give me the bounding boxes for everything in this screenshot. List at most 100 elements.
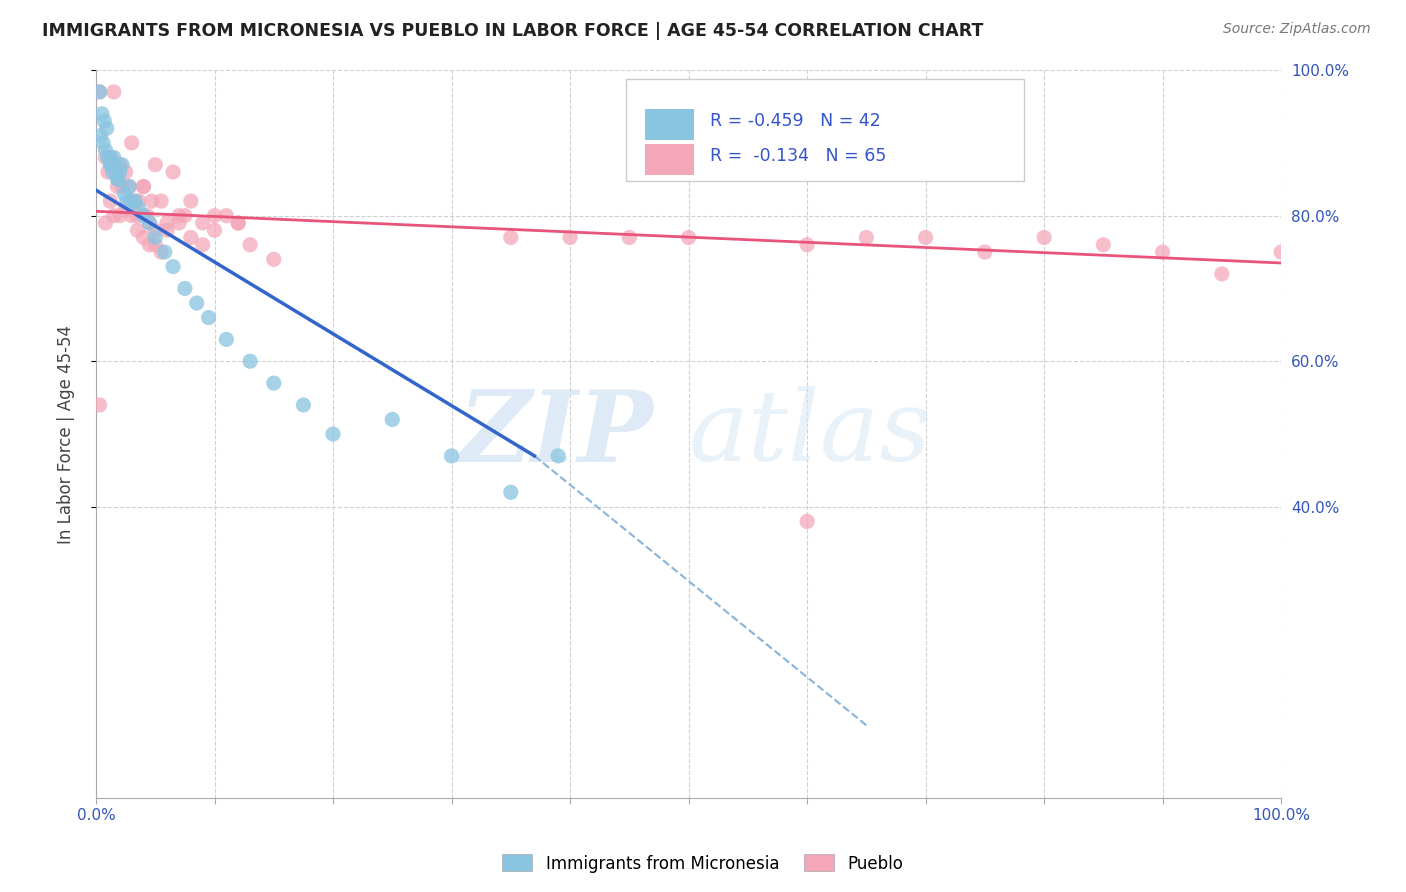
Point [143, 223, 166, 237]
Point [1092, 237, 1115, 252]
Point [796, 515, 818, 529]
Point [204, 223, 226, 237]
Point [558, 230, 581, 244]
Point [191, 216, 214, 230]
Point [143, 237, 166, 252]
Point [127, 223, 149, 237]
Point [143, 158, 166, 172]
FancyBboxPatch shape [645, 110, 695, 140]
Y-axis label: In Labor Force | Age 45-54: In Labor Force | Age 45-54 [58, 325, 75, 543]
Point [115, 194, 138, 208]
Point [215, 209, 238, 223]
Point [914, 230, 936, 244]
Point [167, 216, 190, 230]
Text: Source: ZipAtlas.com: Source: ZipAtlas.com [1223, 22, 1371, 37]
Point [91, 136, 114, 150]
Point [105, 179, 128, 194]
Point [1033, 230, 1056, 244]
Point [114, 202, 136, 216]
Point [124, 194, 146, 208]
Point [103, 85, 125, 99]
Point [263, 252, 285, 267]
Point [91, 107, 114, 121]
Point [180, 194, 202, 208]
Point [128, 202, 150, 216]
Point [292, 398, 315, 412]
Point [499, 485, 522, 500]
Point [118, 179, 141, 194]
FancyBboxPatch shape [645, 145, 695, 175]
Point [440, 449, 463, 463]
Legend: Immigrants from Micronesia, Pueblo: Immigrants from Micronesia, Pueblo [496, 847, 910, 880]
Point [1152, 245, 1174, 260]
Point [111, 179, 134, 194]
Point [136, 209, 159, 223]
Point [191, 237, 214, 252]
Point [98, 194, 121, 208]
Point [97, 165, 120, 179]
Point [108, 158, 131, 172]
Point [132, 209, 155, 223]
Text: atlas: atlas [689, 386, 931, 482]
Point [93, 114, 115, 128]
Point [239, 237, 262, 252]
Point [101, 165, 124, 179]
Point [108, 165, 131, 179]
Point [105, 172, 128, 186]
Point [499, 230, 522, 244]
Point [973, 245, 995, 260]
Text: R =  -0.134   N = 65: R = -0.134 N = 65 [710, 147, 886, 165]
Point [132, 179, 155, 194]
Point [226, 216, 249, 230]
Point [127, 209, 149, 223]
Text: ZIP: ZIP [458, 386, 652, 483]
Point [98, 158, 121, 172]
Point [132, 179, 155, 194]
Point [128, 194, 150, 208]
Point [156, 216, 179, 230]
Point [167, 209, 190, 223]
Point [204, 209, 226, 223]
Point [89, 398, 111, 412]
Point [124, 194, 146, 208]
Point [174, 209, 197, 223]
Point [121, 136, 143, 150]
Point [118, 179, 141, 194]
Text: R = -0.459   N = 42: R = -0.459 N = 42 [710, 112, 880, 130]
Text: IMMIGRANTS FROM MICRONESIA VS PUEBLO IN LABOR FORCE | AGE 45-54 CORRELATION CHAR: IMMIGRANTS FROM MICRONESIA VS PUEBLO IN … [42, 22, 984, 40]
Point [186, 296, 208, 310]
Point [141, 194, 163, 208]
Point [226, 216, 249, 230]
Point [162, 165, 184, 179]
Point [322, 427, 344, 442]
Point [174, 281, 197, 295]
Point [100, 150, 122, 164]
Point [121, 209, 143, 223]
Point [156, 223, 179, 237]
Point [94, 216, 117, 230]
Point [138, 237, 160, 252]
Point [90, 128, 112, 143]
Point [94, 150, 117, 164]
Point [107, 172, 129, 186]
Point [121, 194, 143, 208]
Point [89, 85, 111, 99]
Point [180, 230, 202, 244]
Point [855, 230, 877, 244]
Point [1211, 267, 1233, 281]
Point [619, 230, 641, 244]
Point [105, 165, 128, 179]
Point [197, 310, 219, 325]
Point [150, 194, 173, 208]
Point [98, 150, 121, 164]
Point [143, 230, 166, 244]
FancyBboxPatch shape [626, 78, 1024, 181]
Point [100, 158, 122, 172]
Point [104, 158, 127, 172]
Point [114, 186, 136, 201]
Point [138, 216, 160, 230]
Point [215, 333, 238, 347]
Point [153, 245, 176, 260]
Point [138, 216, 160, 230]
Point [162, 260, 184, 274]
